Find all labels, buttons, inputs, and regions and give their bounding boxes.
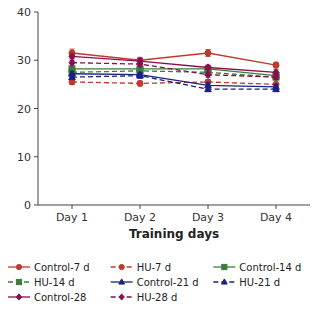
point <box>205 64 211 71</box>
x-tick-label: Day 3 <box>192 211 224 224</box>
point <box>137 61 143 68</box>
x-tick <box>72 205 73 209</box>
legend-item: HU-28 d <box>111 292 178 303</box>
y-tick <box>34 60 38 61</box>
y-tick <box>34 12 38 13</box>
legend-item: HU-21 d <box>213 277 280 288</box>
point <box>205 50 211 56</box>
y-tick-label: 40 <box>17 6 31 19</box>
error-bar <box>70 80 75 85</box>
legend-marker <box>16 264 21 269</box>
y-tick <box>34 205 38 206</box>
x-tick <box>276 205 277 209</box>
point <box>205 71 211 78</box>
legend-item: Control-21 d <box>111 277 199 288</box>
y-tick <box>34 108 38 109</box>
point <box>137 71 144 77</box>
x-tick <box>208 205 209 209</box>
series <box>69 59 279 81</box>
x-tick-label: Day 4 <box>260 211 292 224</box>
y-tick-label: 30 <box>17 54 31 67</box>
legend-item: Control-7 d <box>8 262 90 273</box>
error-bar <box>138 81 143 86</box>
point <box>205 86 212 92</box>
legend-item: Control-14 d <box>213 262 301 273</box>
point <box>273 86 280 92</box>
legend-label: Control-28 <box>34 292 86 303</box>
legend: Control-7 d HU-7 d Control-14 d HU-14 d Cont… <box>8 262 301 303</box>
point <box>69 74 76 80</box>
axes: 0 10 20 30 40 Day 1 Day 2 Day 3 Day 4 <box>17 6 310 224</box>
legend-marker <box>16 279 21 284</box>
y-tick-label: 0 <box>24 199 31 212</box>
legend-label: HU-7 d <box>137 262 171 273</box>
legend-label: Control-14 d <box>239 262 301 273</box>
y-tick <box>34 156 38 157</box>
legend-marker <box>119 264 124 269</box>
y-tick-label: 20 <box>17 103 31 116</box>
error-bar <box>206 50 211 57</box>
x-tick-label: Day 2 <box>124 211 156 224</box>
point <box>273 62 279 68</box>
point <box>137 80 143 86</box>
series-line <box>72 82 276 84</box>
legend-label: Control-21 d <box>137 277 199 288</box>
point <box>273 74 279 81</box>
series-line <box>72 56 276 72</box>
series <box>69 72 280 92</box>
legend-marker <box>16 294 21 300</box>
series-line <box>72 76 276 90</box>
x-tick-label: Day 1 <box>56 211 88 224</box>
point <box>273 74 279 80</box>
legend-marker <box>119 294 124 300</box>
x-tick <box>140 205 141 209</box>
legend-item: Control-28 <box>8 292 86 303</box>
legend-marker <box>222 264 227 269</box>
legend-label: HU-14 d <box>34 277 75 288</box>
chart: 0 10 20 30 40 Day 1 Day 2 Day 3 Day 4 Training da… <box>0 0 320 320</box>
series <box>69 70 280 89</box>
series-line <box>72 74 276 87</box>
error-bar <box>138 72 143 77</box>
x-axis-label: Training days <box>129 227 219 241</box>
legend-label: HU-28 d <box>137 292 178 303</box>
legend-label: HU-21 d <box>239 277 280 288</box>
legend-item: HU-7 d <box>111 262 171 273</box>
point <box>137 72 144 78</box>
x-axis-line <box>38 205 310 206</box>
legend-label: Control-7 d <box>34 262 90 273</box>
y-tick-label: 10 <box>17 151 31 164</box>
legend-marker <box>119 279 125 284</box>
series-line <box>72 63 276 77</box>
series <box>69 53 279 76</box>
error-bar <box>274 62 279 68</box>
legend-item: HU-14 d <box>8 277 75 288</box>
plot-data <box>69 49 280 91</box>
legend-marker <box>221 279 227 284</box>
point <box>69 59 75 66</box>
